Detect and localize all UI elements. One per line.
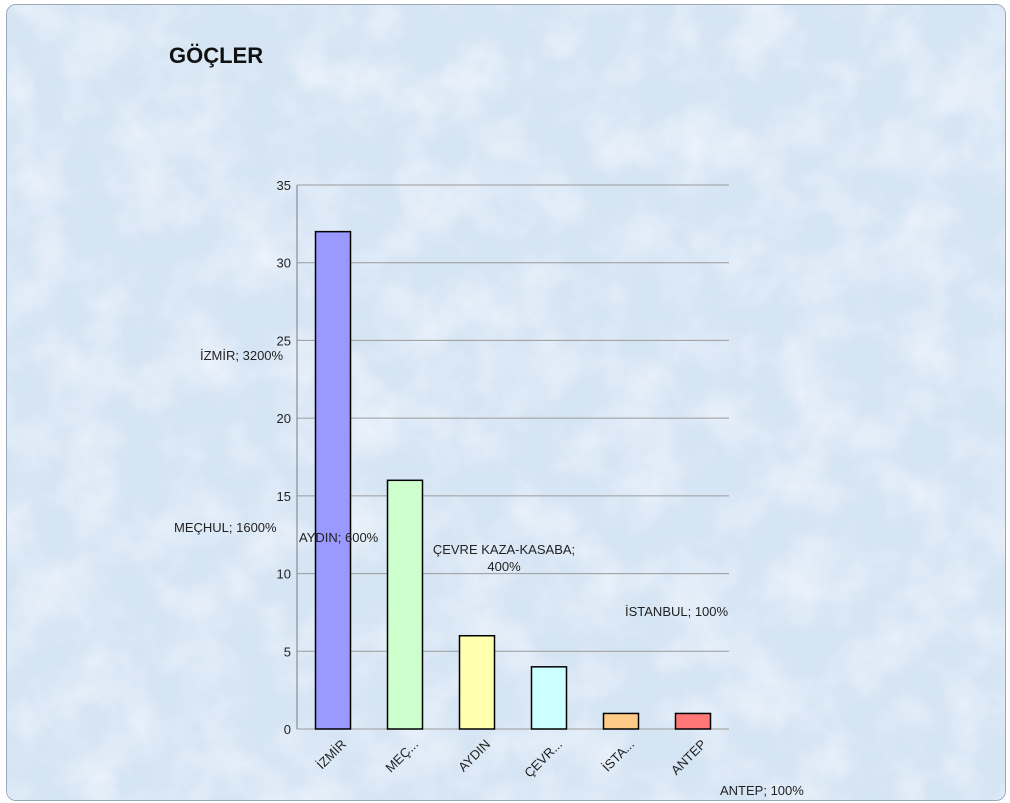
bar — [674, 712, 712, 730]
bar — [458, 634, 496, 730]
bar — [602, 712, 640, 730]
bar — [314, 230, 352, 730]
y-tick-label: 25 — [277, 333, 291, 348]
data-label: AYDIN; 600% — [299, 530, 379, 545]
data-label: İSTANBUL; 100% — [625, 604, 729, 619]
y-tick-label: 15 — [277, 489, 291, 504]
bar — [530, 666, 568, 730]
y-tick-label: 10 — [277, 567, 291, 582]
y-tick-label: 35 — [277, 178, 291, 193]
bar — [386, 479, 424, 730]
chart-title: GÖÇLER — [169, 43, 263, 68]
data-label: ANTEP; 100% — [720, 783, 804, 798]
data-label: ÇEVRE KAZA-KASABA; 400% — [433, 542, 575, 574]
y-tick-label: 20 — [277, 411, 291, 426]
y-tick-label: 5 — [284, 644, 291, 659]
y-tick-label: 30 — [277, 256, 291, 271]
data-label: MEÇHUL; 1600% — [174, 520, 277, 535]
background-texture — [7, 5, 1005, 800]
data-label: İZMİR; 3200% — [200, 348, 284, 363]
chart-frame: GÖÇLER 0 5 10 15 20 25 30 35 İZMİR MEÇ... AYDIN ÇE… — [6, 4, 1006, 801]
y-tick-label: 0 — [284, 722, 291, 737]
